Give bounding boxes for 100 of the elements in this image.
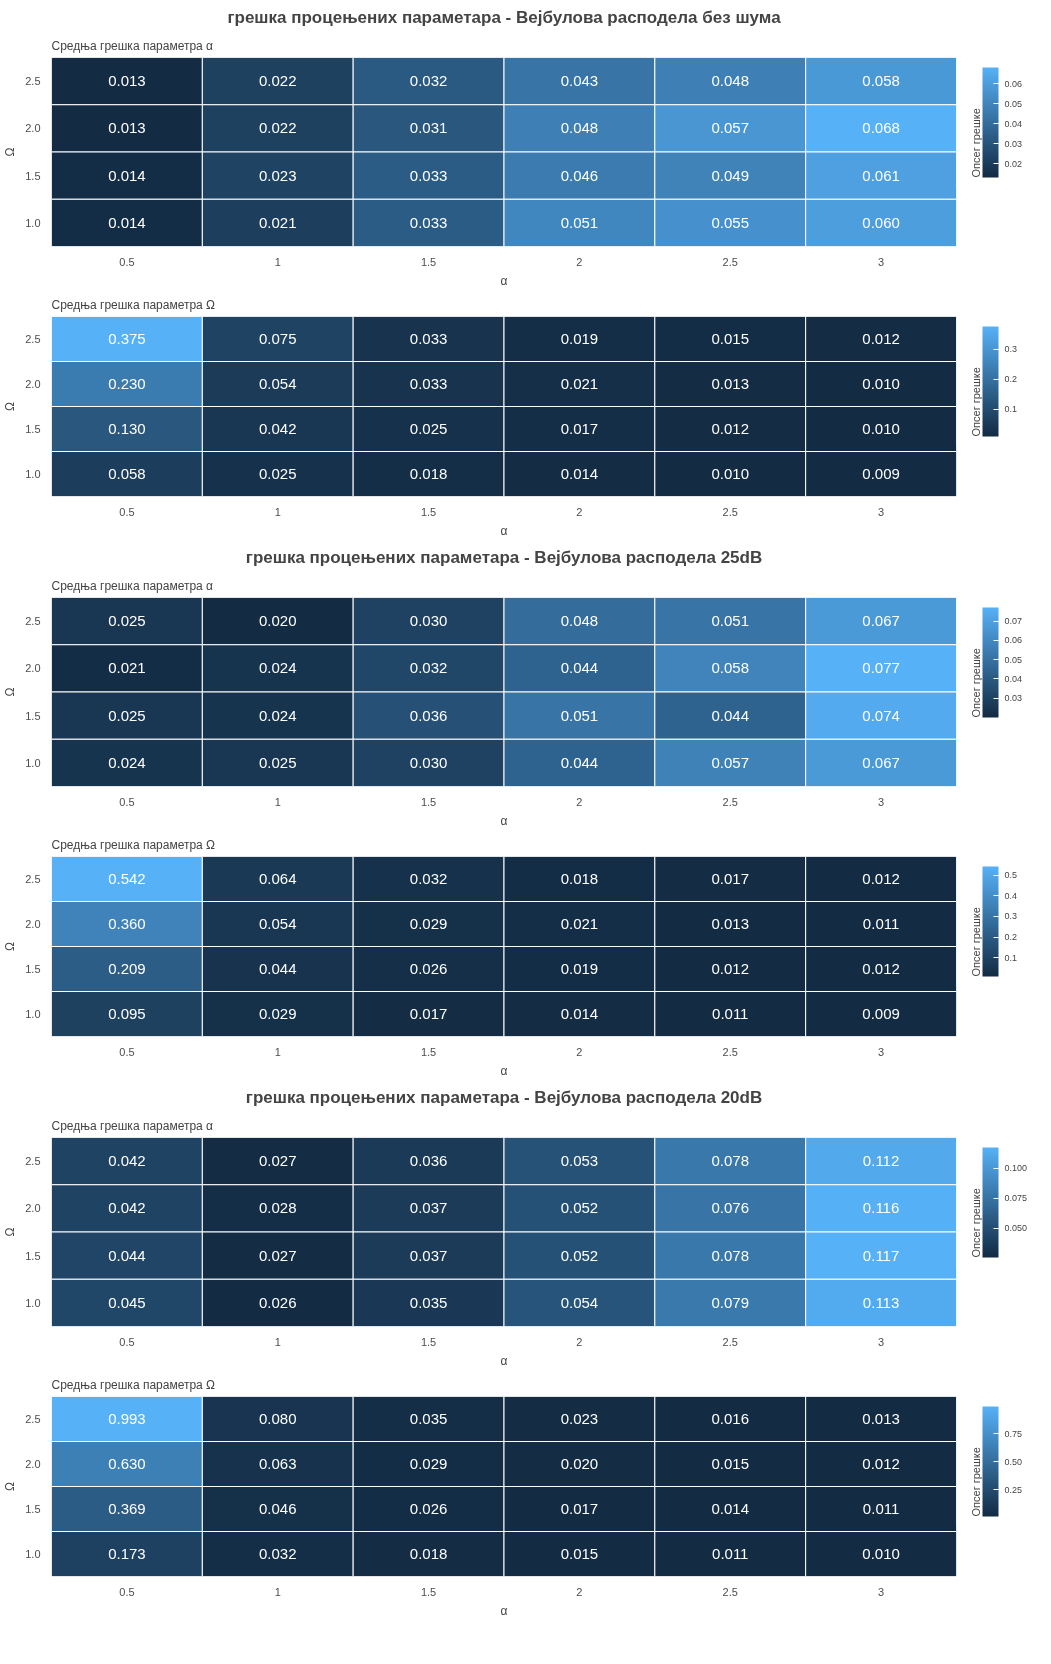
color-bar-label: 0.4 [1004,890,1018,901]
data-label: 0.057 [711,119,750,137]
x-tick-label: 3 [878,795,885,808]
data-label: 0.029 [409,1455,448,1472]
data-label: 0.014 [560,465,599,482]
x-tick-label: 2 [576,1585,583,1598]
x-tick-label: 2 [576,1335,583,1348]
color-bar-label: 0.75 [1004,1428,1023,1439]
data-label: 0.078 [711,1246,750,1264]
data-label: 0.048 [560,612,599,630]
color-bar-title: Опсег грешке [969,1447,982,1517]
data-label: 0.012 [862,870,900,887]
x-tick-label: 0.5 [119,255,135,268]
data-label: 0.015 [711,1455,750,1472]
data-label: 0.033 [409,375,448,392]
x-tick-label: 2.5 [722,1045,738,1058]
color-bar-title: Опсег грешке [969,367,982,437]
data-label: 0.024 [108,753,146,771]
y-tick-label: 1.0 [25,1008,41,1020]
data-label: 0.011 [712,1005,749,1022]
data-label: 0.037 [409,1199,448,1217]
data-label: 0.033 [409,213,448,231]
data-label: 0.112 [862,1152,900,1170]
x-tick-label: 2 [576,795,583,808]
color-bar-label: 0.2 [1004,932,1018,943]
data-label: 0.037 [409,1246,448,1264]
data-label: 0.051 [560,706,599,724]
data-label: 0.054 [258,375,297,392]
data-label: 0.027 [258,1246,297,1264]
chart-subtitle: Средња грешка параметра Ω [51,297,216,312]
color-bar-label: 0.3 [1004,344,1018,355]
data-label: 0.033 [409,166,448,184]
data-label: 0.025 [108,612,146,630]
y-tick-label: 2.5 [25,333,41,345]
data-label: 0.032 [409,870,448,887]
data-label: 0.014 [711,1500,750,1517]
y-tick-label: 1.5 [25,423,41,435]
data-label: 0.360 [108,915,146,932]
data-label: 0.116 [862,1199,900,1217]
data-label: 0.036 [409,706,448,724]
data-label: 0.063 [258,1455,297,1472]
y-tick-label: 1.5 [25,963,41,975]
data-label: 0.044 [711,706,750,724]
x-axis-title: α [500,1063,508,1078]
y-tick-label: 1.5 [25,709,41,722]
data-label: 0.026 [409,960,448,977]
x-tick-label: 1 [274,1045,281,1058]
color-bar-label: 0.50 [1004,1456,1023,1467]
x-tick-label: 3 [878,1585,885,1598]
data-label: 0.060 [862,213,900,231]
data-label: 0.022 [258,72,297,90]
x-tick-label: 1.5 [420,1335,437,1348]
data-label: 0.025 [258,753,297,771]
data-label: 0.011 [712,1545,749,1562]
data-label: 0.010 [862,375,900,392]
x-axis-title: α [500,813,508,828]
y-tick-label: 2.5 [25,615,41,628]
y-tick-label: 1.0 [25,468,41,480]
data-label: 0.014 [108,213,146,231]
data-label: 0.032 [409,72,448,90]
y-tick-label: 1.5 [25,169,41,182]
data-label: 0.035 [409,1293,448,1311]
data-label: 0.033 [409,330,448,347]
x-tick-label: 0.5 [119,505,135,518]
x-axis-title: α [500,1353,508,1368]
data-label: 0.051 [560,213,599,231]
data-label: 0.067 [862,612,900,630]
data-label: 0.044 [560,753,599,771]
x-tick-label: 1 [274,795,281,808]
data-label: 0.010 [862,420,900,437]
color-bar-label: 0.075 [1004,1193,1028,1204]
data-label: 0.013 [108,119,146,137]
data-label: 0.018 [560,870,599,887]
x-tick-label: 0.5 [119,1045,135,1058]
data-label: 0.052 [560,1199,599,1217]
x-tick-label: 2.5 [722,1585,738,1598]
color-bar-label: 0.06 [1004,78,1023,89]
data-label: 0.035 [409,1410,448,1427]
data-label: 0.042 [108,1199,146,1217]
x-tick-label: 1 [274,1585,281,1598]
color-bar-label: 0.1 [1004,952,1018,963]
y-axis-title: Ω [3,941,18,951]
data-label: 0.036 [409,1152,448,1170]
x-tick-label: 2 [576,505,583,518]
data-label: 0.020 [258,612,297,630]
color-bar-title: Опсег грешке [969,907,982,977]
data-label: 0.058 [108,465,146,482]
data-label: 0.024 [258,706,297,724]
y-tick-label: 2.5 [25,873,41,885]
data-label: 0.024 [258,659,297,677]
data-label: 0.369 [108,1500,146,1517]
data-label: 0.044 [108,1246,146,1264]
x-tick-label: 1 [274,255,281,268]
color-bar-label: 0.25 [1004,1484,1023,1495]
data-label: 0.053 [560,1152,599,1170]
chart-subtitle: Средња грешка параметра α [51,38,214,53]
data-label: 0.012 [862,1455,900,1472]
color-bar-label: 0.03 [1004,138,1023,149]
y-axis-title: Ω [3,1481,18,1491]
x-tick-label: 2 [576,1045,583,1058]
